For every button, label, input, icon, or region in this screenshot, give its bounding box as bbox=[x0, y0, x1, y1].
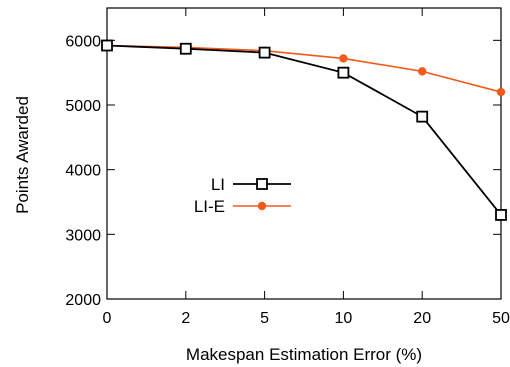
x-tick-label: 5 bbox=[260, 310, 269, 327]
y-tick-label: 2000 bbox=[65, 292, 101, 309]
y-tick-label: 5000 bbox=[65, 98, 101, 115]
plot-frame bbox=[106, 7, 502, 300]
data-point-LI-E bbox=[418, 67, 427, 76]
data-point-LI bbox=[179, 42, 192, 55]
data-point-LI bbox=[337, 66, 350, 79]
x-tick-label: 10 bbox=[335, 310, 353, 327]
data-point-LI bbox=[258, 46, 271, 59]
legend-label-LI-E: LI-E bbox=[194, 197, 225, 216]
x-tick-label: 0 bbox=[103, 310, 112, 327]
data-point-LI bbox=[495, 209, 507, 221]
data-point-LI bbox=[101, 39, 113, 52]
legend: LI LI-E bbox=[194, 175, 291, 216]
series-layer bbox=[101, 39, 507, 221]
y-axis-ticks: 2000 3000 4000 5000 6000 bbox=[65, 33, 501, 309]
y-axis-title: Points Awarded bbox=[13, 96, 32, 214]
x-tick-label: 50 bbox=[492, 310, 510, 327]
series-LI bbox=[101, 39, 507, 221]
series-line-LI bbox=[106, 44, 502, 216]
series-line-LI-E bbox=[106, 44, 502, 93]
x-tick-label: 2 bbox=[181, 310, 190, 327]
legend-marker-LI-E bbox=[257, 201, 267, 211]
legend-marker-LI bbox=[256, 178, 268, 190]
x-axis-title: Makespan Estimation Error (%) bbox=[186, 345, 422, 364]
data-point-LI bbox=[416, 110, 429, 123]
y-tick-label: 6000 bbox=[65, 33, 101, 50]
x-tick-label: 20 bbox=[413, 310, 431, 327]
y-tick-label: 3000 bbox=[65, 227, 101, 244]
legend-label-LI: LI bbox=[211, 175, 225, 194]
x-axis-ticks: 0 2 5 10 20 50 bbox=[103, 8, 510, 327]
y-tick-label: 4000 bbox=[65, 163, 101, 180]
series-LI-E bbox=[102, 41, 506, 97]
data-point-LI-E bbox=[496, 87, 506, 97]
data-point-LI-E bbox=[339, 54, 348, 63]
